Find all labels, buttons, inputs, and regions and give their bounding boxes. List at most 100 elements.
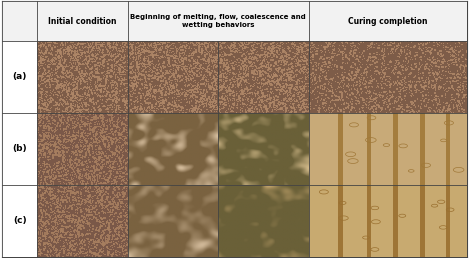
Point (405, 79, 413, 84)
Point (278, 76, 286, 80)
Point (145, 42, 152, 46)
Point (287, 97, 295, 101)
Point (108, 131, 115, 135)
Point (339, 44, 346, 48)
Point (257, 102, 265, 107)
Point (45, 153, 53, 157)
Point (114, 43, 121, 47)
Point (168, 43, 175, 47)
Point (111, 148, 119, 152)
Point (79, 133, 86, 137)
Point (95, 150, 103, 154)
Point (49, 200, 57, 204)
Point (61, 71, 69, 76)
Point (257, 72, 265, 77)
Point (96, 192, 104, 196)
Point (108, 203, 115, 207)
Point (132, 83, 139, 87)
Point (106, 212, 114, 216)
Point (67, 150, 74, 154)
Point (44, 212, 51, 216)
Point (40, 246, 47, 251)
Point (436, 62, 444, 66)
Point (41, 198, 48, 202)
Point (61, 210, 68, 214)
Point (94, 187, 101, 191)
Point (304, 96, 311, 101)
Point (186, 45, 193, 49)
Point (447, 47, 454, 51)
Point (264, 68, 272, 72)
Point (441, 111, 449, 115)
Point (355, 58, 362, 62)
Point (323, 99, 331, 103)
Point (270, 101, 277, 106)
Point (94, 68, 101, 72)
Point (234, 101, 241, 106)
Point (110, 247, 118, 251)
Point (245, 52, 252, 56)
Point (39, 234, 47, 238)
Point (76, 138, 83, 142)
Point (60, 220, 67, 224)
Point (198, 108, 205, 112)
Point (105, 179, 112, 183)
Point (345, 106, 352, 110)
Point (368, 84, 375, 88)
Point (424, 88, 431, 92)
Point (53, 202, 61, 206)
Point (220, 61, 228, 65)
Point (56, 249, 64, 253)
Point (359, 107, 366, 111)
Point (112, 74, 119, 78)
Point (121, 64, 129, 69)
Point (184, 93, 191, 97)
Point (379, 76, 386, 80)
Point (51, 143, 59, 147)
Point (295, 103, 303, 108)
Point (52, 107, 60, 111)
Point (397, 106, 404, 110)
Point (120, 213, 127, 217)
Point (45, 127, 53, 131)
Point (210, 104, 218, 108)
Point (63, 242, 71, 246)
Point (362, 79, 370, 83)
Point (38, 225, 45, 229)
Point (142, 78, 149, 82)
Point (113, 60, 121, 64)
Point (72, 144, 79, 148)
Point (249, 91, 256, 95)
Point (83, 251, 90, 255)
Point (117, 126, 125, 131)
Point (248, 90, 256, 94)
Point (74, 190, 82, 194)
Point (70, 84, 77, 88)
Text: Beginning of melting, flow, coalescence and
wetting behaviors: Beginning of melting, flow, coalescence … (130, 14, 306, 28)
Point (449, 55, 456, 59)
Point (84, 63, 91, 67)
Point (38, 220, 46, 224)
Point (168, 102, 176, 107)
Point (340, 86, 348, 90)
Point (61, 132, 68, 136)
Point (456, 59, 464, 63)
Point (144, 83, 151, 87)
Point (200, 94, 208, 98)
Point (243, 73, 251, 77)
Point (78, 218, 85, 222)
Point (294, 103, 302, 108)
Point (122, 223, 130, 227)
Point (450, 87, 457, 91)
Point (162, 46, 170, 50)
Point (328, 76, 336, 80)
Point (61, 182, 68, 186)
Point (353, 111, 360, 115)
Point (346, 88, 353, 92)
Point (90, 150, 98, 154)
Point (162, 80, 170, 85)
Point (456, 41, 463, 45)
Point (71, 192, 79, 196)
Point (73, 68, 80, 72)
Point (75, 93, 82, 97)
